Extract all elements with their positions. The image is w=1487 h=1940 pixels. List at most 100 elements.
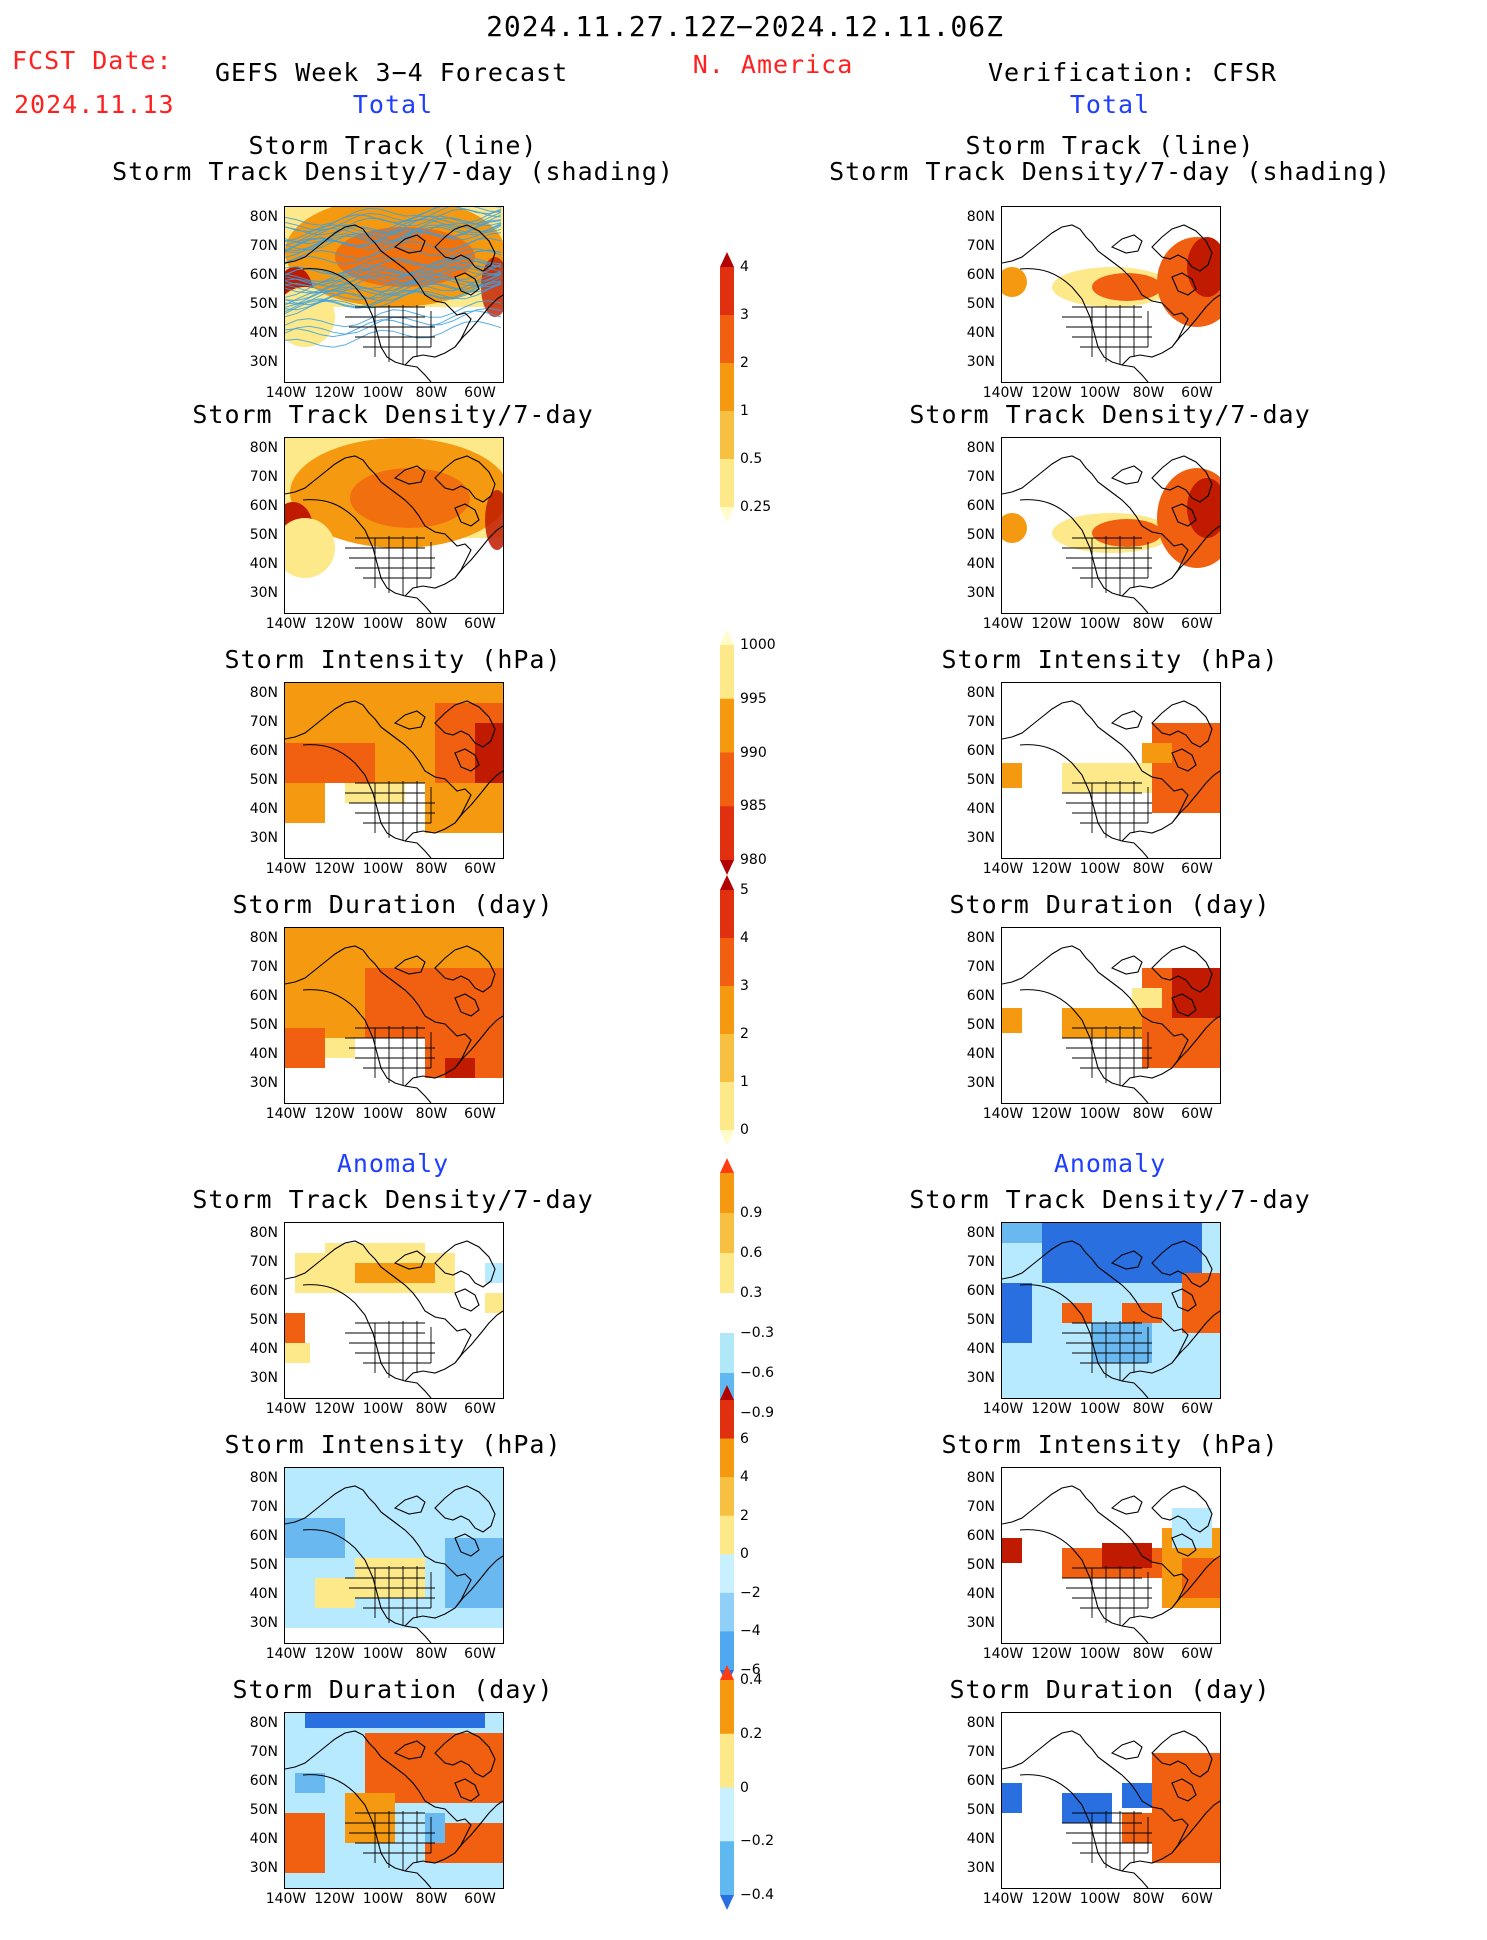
lon-tick-label: 120W (1031, 1891, 1072, 1907)
lat-tick-label: 40N (249, 1341, 278, 1357)
lat-tick-label: 30N (966, 1370, 995, 1386)
storm-track-line (285, 273, 502, 306)
coastline (1002, 1485, 1220, 1643)
lat-tick-label: 60N (249, 267, 278, 283)
grid-cell-shading (365, 1733, 503, 1803)
lat-tick-label: 70N (966, 714, 995, 730)
lat-tick-label: 30N (966, 830, 995, 846)
panel-title: Storm Duration (day) (949, 1675, 1271, 1704)
lon-tick-label: 80W (415, 1401, 448, 1417)
colorbar-label: −0.9 (740, 1405, 774, 1421)
storm-track-line (285, 283, 502, 318)
grid-cell-shading (445, 1058, 475, 1078)
lon-tick-label: 140W (982, 1891, 1024, 1907)
colorbar-label: 0.9 (740, 1205, 763, 1221)
grid-cell-shading (1062, 1793, 1112, 1823)
lat-tick-label: 30N (966, 354, 995, 370)
lat-tick-label: 70N (966, 469, 995, 485)
lat-tick-label: 60N (249, 1283, 278, 1299)
state-borders (1062, 1566, 1152, 1626)
colorbar-label: −2 (740, 1584, 761, 1601)
lon-tick-label: 100W (1079, 385, 1121, 401)
fcst-date-value: 2024.11.13 (14, 90, 175, 119)
colorbar-top-arrow (720, 1385, 734, 1400)
lon-tick-label: 60W (1181, 1891, 1213, 1907)
lon-tick-label: 120W (314, 1106, 355, 1122)
colorbar-label: 0.6 (740, 1245, 763, 1261)
colorbar-swatch (720, 1333, 734, 1374)
storm-track-line (285, 310, 502, 338)
lat-tick-label: 80N (249, 1715, 278, 1731)
colorbar-swatch (720, 1400, 734, 1440)
shading-region (285, 518, 335, 578)
map-plot (284, 1712, 504, 1889)
coastline (285, 455, 503, 613)
lon-tick-label: 60W (464, 1891, 496, 1907)
colorbar-swatch (720, 1554, 734, 1594)
lat-tick-label: 70N (249, 469, 278, 485)
colorbar-swatch (720, 1787, 734, 1842)
left-column-title: GEFS Week 3−4 Forecast (215, 58, 569, 87)
lon-tick-label: 120W (314, 1401, 355, 1417)
lon-tick-label: 80W (415, 616, 448, 632)
lat-tick-label: 60N (966, 743, 995, 759)
storm-track-line (285, 281, 502, 314)
colorbar-label: 0 (740, 1779, 749, 1796)
coastline (285, 1730, 503, 1888)
grid-cell-shading (1102, 1543, 1152, 1568)
storm-track-line (285, 207, 502, 226)
colorbar-label: 2 (740, 355, 749, 371)
colorbar-top-arrow (720, 1158, 734, 1173)
lon-tick-label: 80W (415, 861, 448, 877)
lat-tick-label: 50N (966, 527, 995, 543)
lon-tick-label: 100W (362, 616, 404, 632)
coastline (285, 700, 503, 858)
lat-tick-label: 50N (249, 296, 278, 312)
lat-tick-label: 50N (249, 1017, 278, 1033)
lat-tick-label: 30N (966, 1075, 995, 1091)
right-column-title: Verification: CFSR (988, 58, 1277, 87)
colorbar-label: 0 (740, 1546, 749, 1563)
colorbar-swatch (720, 1592, 734, 1632)
storm-track-line (285, 217, 502, 245)
colorbar-swatch (720, 1213, 734, 1254)
state-borders (345, 1026, 435, 1086)
colorbar-label: 0.5 (740, 451, 763, 467)
lat-tick-label: 30N (966, 1615, 995, 1631)
lat-tick-label: 40N (249, 556, 278, 572)
lon-tick-label: 60W (464, 616, 496, 632)
storm-track-line (285, 248, 502, 276)
colorbar-swatch (720, 986, 734, 1035)
grid-cell-shading (425, 1813, 445, 1843)
colorbar-swatch (720, 806, 734, 861)
state-borders (345, 1566, 435, 1626)
lon-tick-label: 80W (1132, 385, 1165, 401)
lat-tick-label: 60N (249, 1528, 278, 1544)
colorbar-label: −4 (740, 1623, 761, 1640)
storm-track-line (285, 300, 502, 328)
lat-tick-label: 80N (249, 930, 278, 946)
colorbar-cb-duration-anom (720, 1665, 734, 1910)
colorbar-label: −0.2 (740, 1833, 774, 1850)
colorbar-label: 3 (740, 978, 749, 994)
colorbar-cb-duration (720, 875, 734, 1145)
lon-tick-label: 140W (265, 1106, 307, 1122)
colorbar-label: −6 (740, 1662, 761, 1678)
lon-tick-label: 60W (464, 385, 496, 401)
lat-tick-label: 50N (249, 1802, 278, 1818)
lon-tick-label: 120W (1031, 1401, 1072, 1417)
colorbar-label: 980 (740, 852, 767, 868)
colorbar-label: 2 (740, 1507, 749, 1524)
colorbar-swatch (720, 1733, 734, 1788)
storm-track-line (285, 280, 502, 313)
lon-tick-label: 100W (1079, 1891, 1121, 1907)
coastline (285, 1240, 503, 1398)
lon-tick-label: 60W (464, 1401, 496, 1417)
coastline (1002, 945, 1220, 1103)
storm-track-line (285, 320, 502, 348)
lat-tick-label: 40N (966, 1046, 995, 1062)
grid-cell-shading (1002, 763, 1022, 788)
grid-cell-shading (285, 783, 325, 823)
grid-cell-shading (1002, 1008, 1022, 1033)
panel-subtitle: Storm Track Density/7-day (shading) (112, 157, 674, 186)
